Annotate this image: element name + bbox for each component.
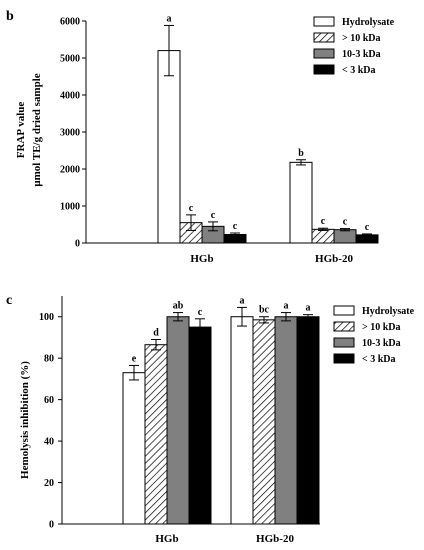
panel-c-significance-label: a	[240, 295, 245, 306]
panel-c-y-tick-label: 40	[44, 437, 54, 448]
panel-c-letter: c	[6, 293, 12, 308]
panel-c-legend-label: 10-3 kDa	[362, 338, 401, 349]
panel-b-legend-swatch	[313, 48, 335, 59]
panel-b-legend-label: 10-3 kDa	[342, 49, 381, 60]
panel-b-significance-label: a	[167, 13, 172, 24]
panel-b-significance-label: c	[365, 222, 370, 233]
panel-b-y-tick-label: 2000	[60, 165, 80, 176]
panel-b-y-tick-label: 1000	[60, 202, 80, 213]
panel-b-significance-label: c	[343, 217, 348, 228]
panel-b-legend-swatch	[313, 64, 335, 75]
panel-c-ylabel: Hemolysis inhibition (%)	[19, 361, 31, 479]
panel-c-legend: Hydrolysate > 10 kDa 10-3 kDa < 3 kDa	[333, 305, 415, 365]
panel-c-significance-label: bc	[259, 305, 270, 316]
panel-c-significance-label: e	[132, 353, 137, 364]
panel-b-legend-swatch	[313, 32, 335, 43]
panel-b-y-tick-label: 4000	[60, 91, 80, 102]
panel-b-y-tick-label: 0	[75, 239, 80, 250]
panel-c-legend-label: Hydrolysate	[362, 306, 415, 317]
panel-c-y-tick-label: 0	[49, 520, 54, 531]
panel-b-frap-chart: b FRAP value μmol TE/g dried sample 0 100…	[6, 9, 395, 265]
panel-b-significance-label: c	[211, 210, 216, 221]
panel-c-significance-label: a	[306, 303, 311, 314]
panel-c-bar-1-1	[122, 372, 146, 525]
panel-b-y-tick-label: 5000	[60, 54, 80, 65]
panel-b-category-label: HGb	[190, 253, 213, 265]
panel-c-bar-1-4	[188, 326, 212, 525]
panel-c-legend-swatch	[333, 337, 355, 348]
panel-b-bar-1-1	[157, 50, 181, 244]
panel-b-bar-2-1	[289, 161, 313, 244]
panel-c-legend-label: < 3 kDa	[362, 354, 395, 365]
panel-c-bar-2-2	[252, 319, 276, 525]
panel-c-y-tick-label: 60	[44, 395, 54, 406]
panel-c-category-label: HGb	[155, 533, 178, 545]
panel-b-y-tick-label: 3000	[60, 128, 80, 139]
panel-b-legend-label: > 10 kDa	[342, 33, 380, 44]
panel-c-category-label: HGb-20	[256, 533, 294, 545]
panel-b-legend-swatch	[313, 16, 335, 27]
panel-c-bar-1-3	[166, 316, 190, 525]
panel-b-significance-label: b	[298, 148, 304, 159]
panel-c-significance-label: c	[198, 307, 203, 318]
panel-c-legend-swatch	[333, 321, 355, 332]
panel-b-ylabel-line2: μmol TE/g dried sample	[31, 73, 43, 186]
panel-b-significance-label: c	[233, 221, 238, 232]
panel-b-bar-2-2	[311, 228, 335, 244]
panel-b-category-label: HGb-20	[315, 253, 353, 265]
panel-c-bar-2-4	[296, 316, 320, 525]
panel-b-letter: b	[6, 9, 14, 24]
panel-c-bar-2-1	[230, 316, 254, 525]
panel-b-ylabel-line1: FRAP value	[15, 102, 27, 159]
panel-b-significance-label: c	[321, 216, 326, 227]
panel-c-significance-label: ab	[173, 301, 184, 312]
panel-b-plot-area: 0 1000 2000 3000 4000 5000 6000 a c c c HGb b c c c HGb-…	[60, 13, 395, 265]
panel-c-legend-swatch	[333, 353, 355, 364]
panel-c-legend-label: > 10 kDa	[362, 322, 400, 333]
panel-b-legend-label: < 3 kDa	[342, 65, 375, 76]
panel-b-bar-2-3	[333, 229, 357, 244]
panel-c-hemolysis-chart: c Hemolysis inhibition (%) 0 20 40 60 80 100 e…	[6, 293, 415, 545]
panel-c-significance-label: a	[284, 301, 289, 312]
panel-c-bar-2-3	[274, 316, 298, 525]
panel-c-y-tick-label: 100	[39, 312, 54, 323]
panel-c-significance-label: d	[153, 328, 159, 339]
panel-c-legend-swatch	[333, 305, 355, 316]
panel-b-legend-label: Hydrolysate	[342, 17, 395, 28]
panel-b-y-tick-label: 6000	[60, 17, 80, 28]
panel-c-bar-1-2	[144, 344, 168, 525]
panel-b-significance-label: c	[189, 203, 194, 214]
panel-c-y-tick-label: 20	[44, 478, 54, 489]
panel-b-legend: Hydrolysate > 10 kDa 10-3 kDa < 3 kDa	[313, 16, 395, 76]
panel-c-y-tick-label: 80	[44, 354, 54, 365]
